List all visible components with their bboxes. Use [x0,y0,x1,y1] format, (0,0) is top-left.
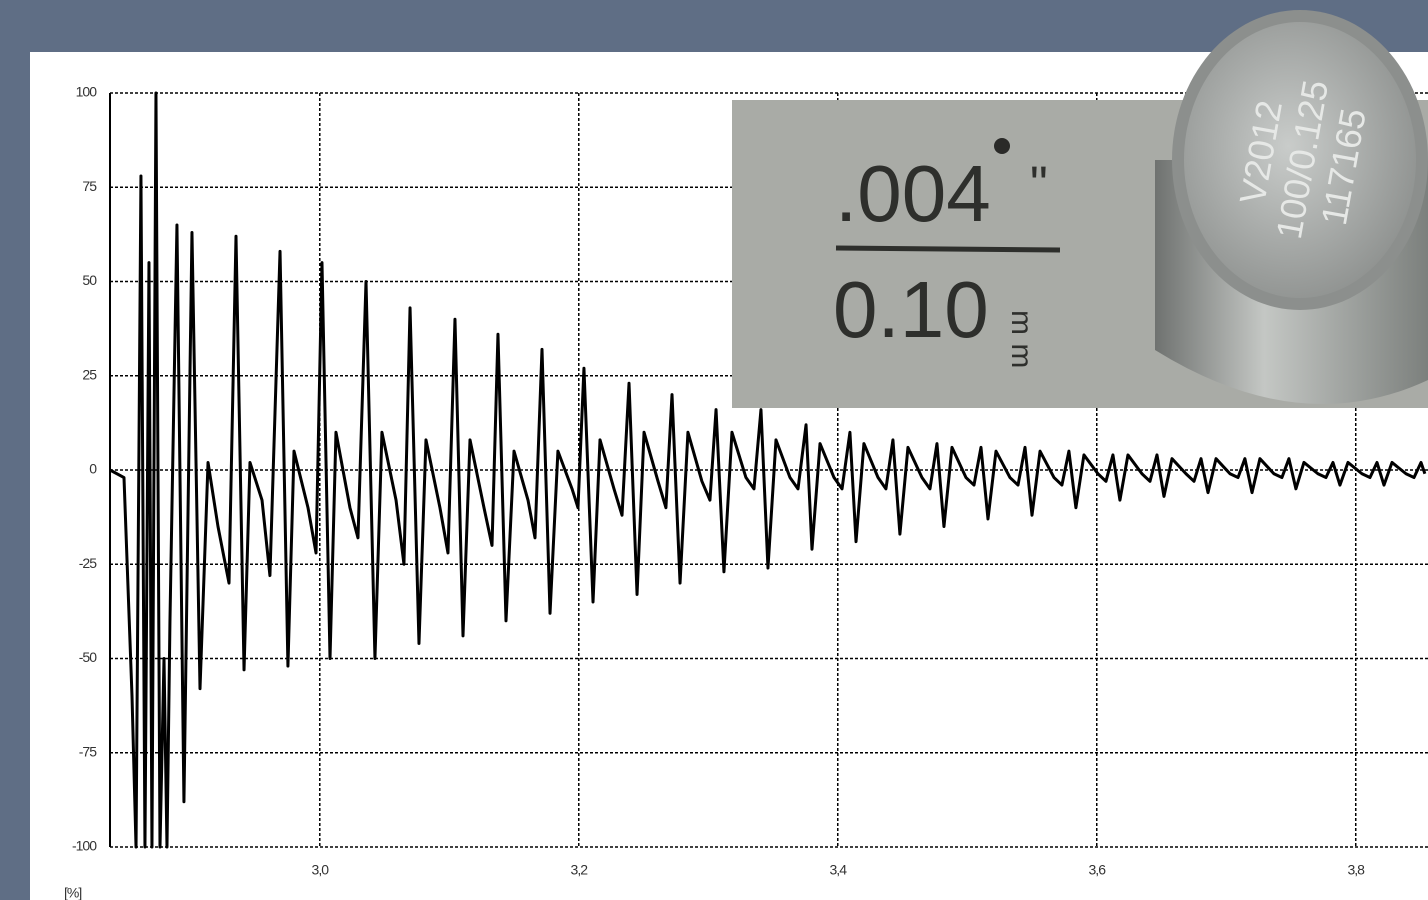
y-tick-label: -50 [79,649,97,665]
mm-label: 0.10 [833,265,989,354]
plate-hole [994,138,1010,154]
y-tick-label: 75 [82,178,97,194]
y-tick-label: 25 [82,366,97,382]
screen: -100-75-50-2502550751003,03,23,43,63,8 [… [0,0,1428,900]
y-tick-label: 100 [76,84,98,100]
y-tick-label: 50 [82,272,97,288]
x-tick-label: 3,6 [1089,862,1107,878]
x-tick-label: 3,8 [1348,862,1366,878]
x-tick-label: 3,4 [830,862,848,878]
x-tick-label: 3,0 [312,862,330,878]
y-tick-label: -75 [79,743,97,759]
y-tick-label: -100 [72,838,97,854]
y-axis-unit: [%] [64,885,81,900]
inch-label: .004 [835,149,991,238]
inch-mark: " [1030,156,1048,212]
mm-unit: m m [1005,310,1038,368]
y-tick-label: -25 [79,555,97,571]
x-tick-label: 3,2 [571,862,589,878]
plate-divider [836,248,1060,250]
